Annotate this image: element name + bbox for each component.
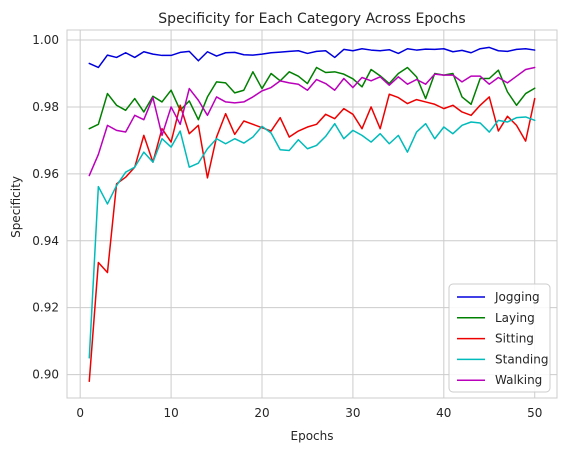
series-line-laying	[88, 66, 536, 130]
y-tick-label: 0.92	[32, 301, 59, 315]
y-tick-label: 0.90	[32, 368, 59, 382]
x-ticks: 0 10 20 30 40 50	[76, 406, 542, 420]
y-tick-label: 1.00	[32, 33, 59, 47]
y-ticks: 0.90 0.92 0.94 0.96 0.98 1.00	[32, 33, 59, 382]
series-line-jogging	[88, 46, 536, 69]
y-tick-label: 0.96	[32, 167, 59, 181]
x-tick-label: 20	[254, 406, 269, 420]
series-line-standing	[88, 116, 536, 359]
x-tick-label: 0	[76, 406, 84, 420]
series-line-walking	[88, 66, 536, 177]
x-tick-label: 40	[436, 406, 451, 420]
legend-box	[448, 283, 551, 393]
legend-label-walking: Walking	[495, 373, 542, 387]
y-axis-label: Specificity	[9, 176, 23, 238]
legend: Jogging Laying Sitting Standing Walking	[448, 283, 551, 393]
legend-label-standing: Standing	[495, 352, 548, 366]
x-axis-label: Epochs	[291, 429, 334, 443]
x-tick-label: 50	[527, 406, 542, 420]
legend-label-sitting: Sitting	[495, 332, 534, 346]
series-layer	[88, 46, 536, 383]
legend-label-jogging: Jogging	[494, 290, 540, 304]
chart-title: Specificity for Each Category Across Epo…	[158, 11, 465, 27]
y-tick-label: 0.98	[32, 100, 59, 114]
x-tick-label: 10	[163, 406, 178, 420]
legend-label-laying: Laying	[495, 311, 535, 325]
plot-frame	[66, 29, 558, 399]
y-tick-label: 0.94	[32, 234, 59, 248]
x-tick-label: 30	[345, 406, 360, 420]
